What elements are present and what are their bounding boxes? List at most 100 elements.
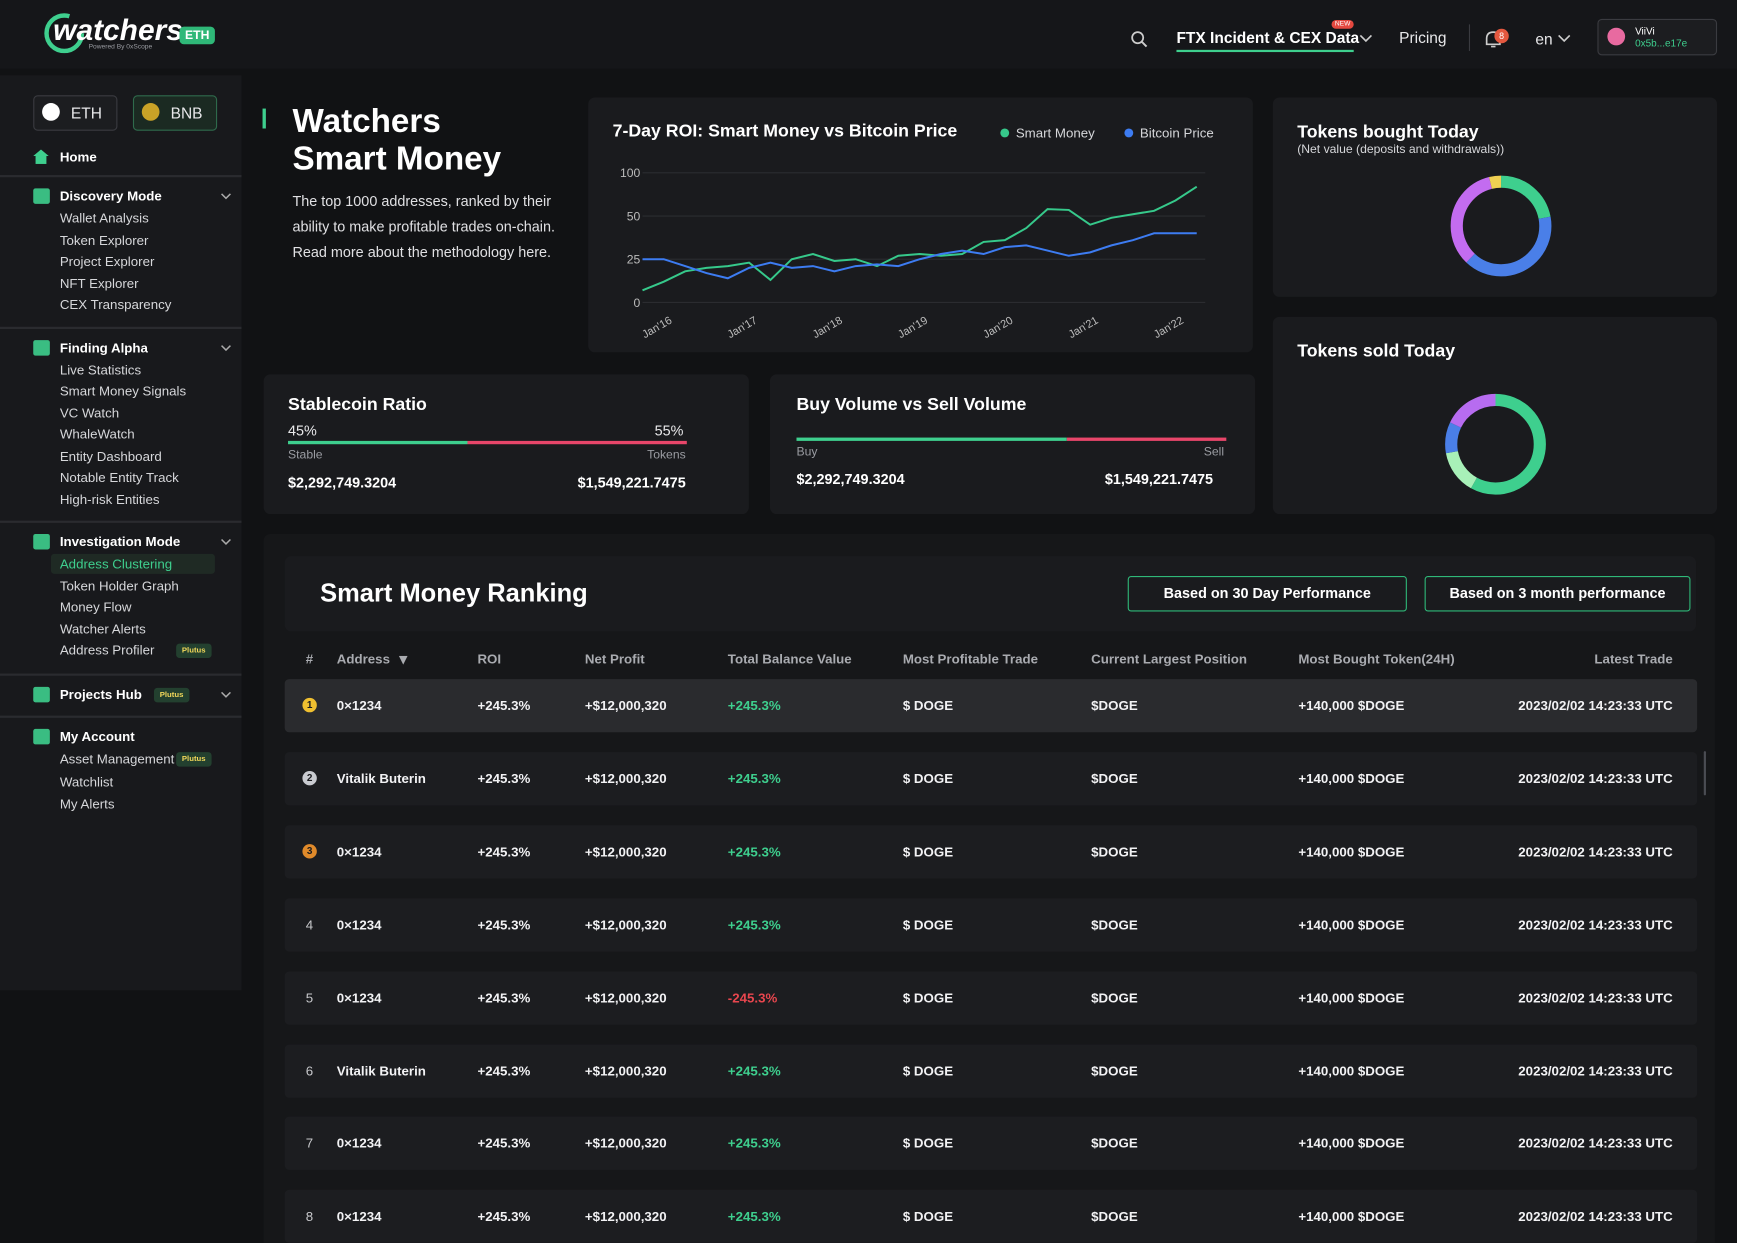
sort-icon[interactable] bbox=[398, 655, 408, 665]
section-title[interactable]: My Account bbox=[59, 728, 135, 745]
column-header: Most Bought Token(24H) bbox=[1298, 651, 1455, 667]
legend-dot bbox=[1000, 128, 1010, 138]
menu-item[interactable]: Project Explorer bbox=[59, 253, 155, 270]
table-cell: 0×1234 bbox=[336, 1208, 382, 1225]
menu-item[interactable]: NFT Explorer bbox=[59, 275, 139, 291]
logo-badge: ETH bbox=[179, 26, 215, 45]
chevron[interactable] bbox=[219, 193, 232, 202]
table-cell: +245.3% bbox=[477, 916, 531, 933]
table-cell: $DOGE bbox=[1091, 697, 1138, 714]
divider bbox=[0, 520, 242, 523]
menu-item[interactable]: Address Clustering bbox=[59, 556, 173, 572]
notification-count: 8 bbox=[1494, 28, 1509, 44]
table-row[interactable] bbox=[284, 971, 1698, 1025]
user-address: 0x5b...e17e bbox=[1635, 37, 1688, 49]
section-title[interactable]: Projects Hub bbox=[59, 686, 142, 703]
section-icon bbox=[33, 188, 50, 204]
column-header: Latest Trade bbox=[1594, 651, 1673, 667]
menu-item[interactable]: Token Explorer bbox=[59, 232, 149, 248]
table-cell: +$12,000,320 bbox=[584, 770, 667, 787]
home-link[interactable]: Home bbox=[59, 149, 97, 166]
table-cell: 2023/02/02 14:23:33 UTC bbox=[1518, 770, 1673, 787]
table-cell: +140,000 $DOGE bbox=[1298, 770, 1405, 787]
table-cell: 0×1234 bbox=[336, 916, 382, 933]
table-cell: +245.3% bbox=[477, 1135, 531, 1152]
table-cell: +$12,000,320 bbox=[584, 1208, 667, 1225]
y-tick-label: 100 bbox=[620, 166, 641, 180]
stable-amount: $2,292,749.3204 bbox=[288, 474, 397, 491]
table-cell: $DOGE bbox=[1091, 1062, 1138, 1079]
table-cell: +245.3% bbox=[477, 770, 531, 787]
ratio-bar bbox=[288, 440, 687, 445]
table-row[interactable] bbox=[284, 1117, 1698, 1171]
chain-label[interactable]: BNB bbox=[170, 104, 203, 122]
nav-pricing[interactable]: Pricing bbox=[1399, 28, 1447, 47]
menu-item[interactable]: CEX Transparency bbox=[59, 296, 172, 313]
table-cell: +245.3% bbox=[477, 843, 531, 860]
menu-item[interactable]: WhaleWatch bbox=[59, 426, 135, 443]
hero-title: Watchers bbox=[292, 103, 441, 140]
table-cell: +245.3% bbox=[727, 770, 781, 787]
menu-item[interactable]: Watchlist bbox=[59, 774, 114, 790]
column-header: ROI bbox=[477, 651, 502, 667]
column-header: Address bbox=[336, 651, 390, 667]
table-cell: Vitalik Buterin bbox=[336, 1062, 426, 1079]
nav-ftx[interactable]: FTX Incident & CEX Data bbox=[1176, 28, 1360, 47]
home-icon bbox=[33, 149, 49, 164]
user-name: ViiVi bbox=[1635, 25, 1655, 37]
chevron-path bbox=[221, 193, 231, 200]
menu-item[interactable]: Entity Dashboard bbox=[59, 448, 162, 464]
table-row[interactable] bbox=[284, 1044, 1698, 1098]
menu-item[interactable]: Notable Entity Track bbox=[59, 469, 179, 486]
section-title[interactable]: Investigation Mode bbox=[59, 533, 181, 550]
stable-pct: 45% bbox=[288, 422, 317, 439]
section-title[interactable]: Discovery Mode bbox=[59, 188, 162, 204]
table-row[interactable] bbox=[284, 1190, 1698, 1243]
table-cell: +140,000 $DOGE bbox=[1298, 1135, 1405, 1152]
menu-item[interactable]: Watcher Alerts bbox=[59, 620, 146, 637]
table-row[interactable] bbox=[284, 752, 1698, 806]
x-tick-label: Jan'17 bbox=[726, 315, 760, 342]
filter-button[interactable]: Based on 30 Day Performance bbox=[1127, 576, 1407, 612]
menu-item[interactable]: VC Watch bbox=[59, 404, 120, 421]
table-cell: +245.3% bbox=[727, 1135, 781, 1152]
legend-label: Bitcoin Price bbox=[1140, 125, 1214, 140]
table-cell: 2023/02/02 14:23:33 UTC bbox=[1518, 1062, 1673, 1079]
menu-item[interactable]: My Alerts bbox=[59, 795, 115, 812]
sidebar bbox=[0, 75, 242, 991]
separator bbox=[1468, 24, 1471, 51]
table-cell: Vitalik Buterin bbox=[336, 770, 426, 787]
menu-item[interactable]: Token Holder Graph bbox=[59, 577, 179, 594]
search-icon[interactable] bbox=[1130, 30, 1150, 50]
menu-item[interactable]: Live Statistics bbox=[59, 361, 142, 378]
table-row[interactable] bbox=[284, 898, 1698, 952]
table-cell: $ DOGE bbox=[902, 1135, 954, 1152]
table-row[interactable] bbox=[284, 679, 1698, 733]
chevron-path bbox=[221, 344, 231, 351]
menu-item[interactable]: Smart Money Signals bbox=[59, 383, 187, 399]
table-cell: +245.3% bbox=[727, 697, 781, 714]
table-cell: +245.3% bbox=[477, 697, 531, 714]
table-cell: $ DOGE bbox=[902, 1208, 954, 1225]
ranking-title-bar bbox=[284, 556, 1697, 632]
menu-item[interactable]: Wallet Analysis bbox=[59, 210, 149, 226]
menu-item[interactable]: Asset Management bbox=[59, 751, 175, 767]
chevron-path bbox=[221, 538, 231, 546]
table-cell: 0×1234 bbox=[336, 843, 382, 860]
table-cell: $DOGE bbox=[1091, 916, 1138, 933]
chevron[interactable] bbox=[219, 691, 232, 700]
filter-button[interactable]: Based on 3 month performance bbox=[1424, 576, 1691, 612]
ranking-title: Smart Money Ranking bbox=[320, 578, 588, 608]
menu-item[interactable]: Address Profiler bbox=[59, 642, 155, 659]
table-row[interactable] bbox=[284, 825, 1698, 879]
logo[interactable]: watchers bbox=[53, 13, 183, 47]
chevron[interactable] bbox=[219, 538, 232, 547]
section-icon bbox=[33, 339, 50, 356]
menu-item[interactable]: High-risk Entities bbox=[59, 491, 160, 507]
menu-item[interactable]: Money Flow bbox=[59, 599, 132, 615]
chevron[interactable] bbox=[219, 344, 232, 353]
table-cell: $DOGE bbox=[1091, 843, 1138, 860]
section-title[interactable]: Finding Alpha bbox=[59, 339, 148, 356]
language[interactable]: en bbox=[1535, 29, 1553, 48]
chain-label[interactable]: ETH bbox=[70, 104, 102, 122]
